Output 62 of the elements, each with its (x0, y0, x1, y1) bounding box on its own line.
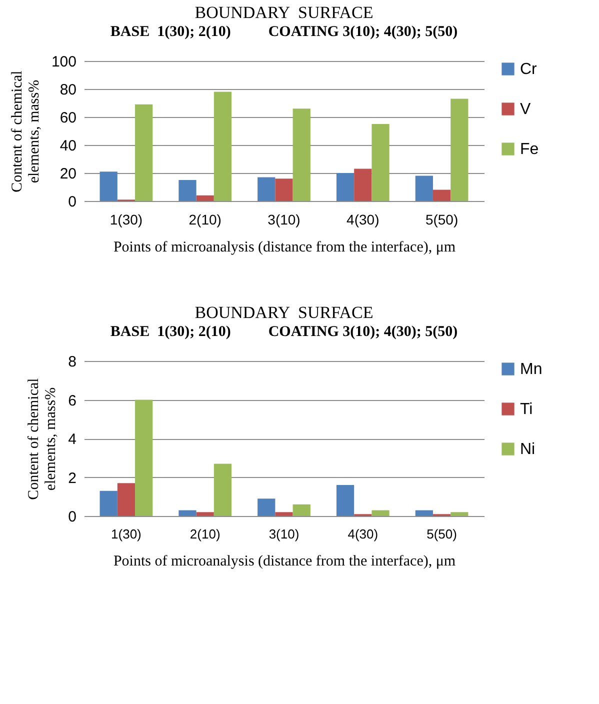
legend-label: Mn (520, 361, 542, 378)
bar (178, 180, 196, 201)
bar (292, 504, 310, 516)
y-axis-title: Content of chemical elements, mass% (26, 378, 60, 500)
legend-label: Ni (520, 441, 536, 458)
y-tick-label: 0 (68, 194, 76, 210)
y-tick-label: 20 (60, 166, 76, 182)
bar (178, 510, 196, 516)
bar (450, 98, 468, 201)
legend-label: Fe (520, 141, 539, 158)
bar (415, 176, 433, 201)
bar (135, 400, 153, 516)
bar (117, 483, 136, 516)
bar (292, 108, 310, 201)
chart-title: BOUNDARY SURFACE (194, 3, 374, 22)
bar (100, 172, 118, 201)
bar (372, 510, 390, 516)
bar (135, 104, 153, 201)
bar (450, 512, 468, 516)
chart-title: BOUNDARY SURFACE (194, 303, 374, 322)
bar (196, 512, 214, 516)
x-tick-label: 2(10) (188, 212, 222, 228)
bar (275, 512, 293, 516)
y-tick-label: 6 (68, 392, 76, 410)
x-tick-label: 3(10) (268, 212, 300, 228)
bar (196, 195, 214, 201)
x-axis-title: Points of microanalysis (distance from the interface), μm (113, 554, 456, 570)
x-axis-title: Points of microanalysis (distance from the interface), μm (113, 240, 456, 256)
x-tick-label: 5(50) (426, 526, 457, 542)
y-tick-label: 8 (68, 354, 76, 370)
x-tick-label: 5(50) (425, 212, 458, 228)
x-tick-label: 1(30) (110, 212, 143, 228)
y-tick-label: 2 (68, 470, 76, 487)
x-tick-label: 4(30) (346, 212, 380, 228)
chart-subtitle: BASE 1(30); 2(10) COATING 3(10); 4(30); 5(50) (110, 324, 458, 340)
y-tick-label: 100 (51, 54, 76, 70)
legend-label: Cr (520, 61, 538, 78)
bar (354, 168, 372, 201)
y-tick-label: 80 (60, 82, 76, 98)
legend-label: Ti (520, 401, 533, 418)
bar (432, 190, 451, 201)
bar (336, 173, 354, 201)
x-tick-label: 4(30) (348, 526, 378, 542)
y-tick-label: 4 (68, 431, 76, 448)
y-axis-title: Content of chemical elements, mass% (9, 70, 42, 192)
bar (214, 464, 232, 516)
y-tick-label: 40 (60, 138, 76, 154)
chart-subtitle: BASE 1(30); 2(10) COATING 3(10); 4(30); 5(50) (110, 24, 458, 40)
bar (258, 498, 276, 516)
bar (415, 510, 433, 516)
bar (372, 124, 390, 201)
bar (100, 490, 118, 516)
bar (214, 92, 232, 201)
bar (275, 178, 293, 201)
bar (336, 485, 354, 516)
x-tick-label: 3(10) (268, 526, 300, 542)
x-tick-label: 2(10) (190, 526, 220, 542)
y-tick-label: 60 (60, 110, 76, 126)
bar (258, 177, 276, 201)
legend-label: V (520, 101, 531, 118)
x-tick-label: 1(30) (111, 526, 142, 542)
y-tick-label: 0 (68, 508, 76, 526)
